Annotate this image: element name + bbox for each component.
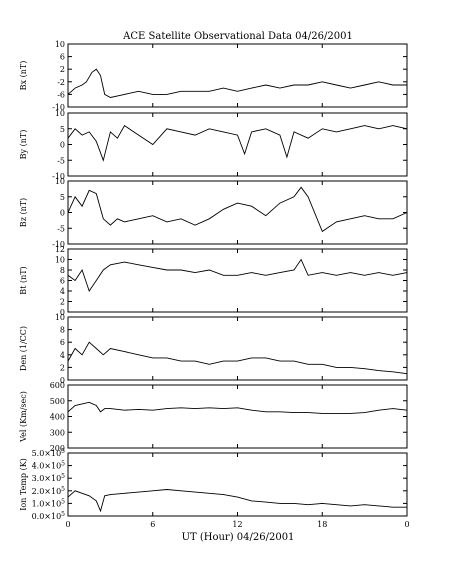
panel-by-frame bbox=[67, 112, 408, 177]
y-tick-label: -10 bbox=[52, 172, 65, 181]
panel-bz: 10 5 0 -5 -10 Bz (nT) bbox=[19, 177, 408, 249]
x-tick-label: 0 bbox=[65, 520, 70, 529]
panel-den-frame bbox=[67, 316, 408, 381]
x-tick-label: 0 bbox=[404, 520, 409, 529]
panel-vel-frame bbox=[67, 384, 408, 449]
y-tick-label: 10 bbox=[55, 177, 65, 186]
y-tick-label: -5 bbox=[57, 224, 65, 233]
y-tick-label: -10 bbox=[52, 240, 65, 249]
y-tick-label: 0 bbox=[60, 376, 65, 385]
y-tick-label: 0 bbox=[60, 209, 65, 218]
y-axis-label-bz: Bz (nT) bbox=[19, 198, 28, 227]
panel-temp-frame bbox=[67, 452, 408, 517]
x-tick-label: 12 bbox=[232, 520, 242, 529]
y-tick-label: 8 bbox=[60, 326, 65, 335]
y-axis-label-by: By (nT) bbox=[19, 130, 28, 160]
y-tick-label: 1.0×105 bbox=[32, 498, 66, 508]
y-tick-label: 4 bbox=[60, 351, 65, 360]
panel-temp: 5.0×105 4.0×105 3.0×105 2.0×105 1.0×105 0.0×1… bbox=[19, 448, 408, 521]
y-tick-label: 2.0×105 bbox=[32, 486, 66, 496]
y-tick-label: 5 bbox=[60, 125, 65, 134]
y-tick-label: 4 bbox=[60, 287, 65, 296]
series-line-bz bbox=[67, 186, 408, 233]
panel-bx-frame bbox=[67, 43, 408, 108]
y-tick-label: 400 bbox=[50, 413, 65, 422]
x-axis-label: UT (Hour) 04/26/2001 bbox=[182, 532, 295, 543]
y-tick-label: -10 bbox=[52, 103, 65, 112]
y-tick-label: 0 bbox=[60, 141, 65, 150]
y-tick-label: 3.0×105 bbox=[32, 473, 66, 483]
y-axis-label-den: Den (1/CC) bbox=[19, 326, 28, 371]
y-tick-label: -2 bbox=[57, 78, 65, 87]
y-tick-label: 10 bbox=[55, 313, 65, 322]
y-tick-label: 0 bbox=[60, 308, 65, 317]
panel-bx: 10 6 2 -2 -6 -10 Bx (nT) bbox=[19, 40, 408, 112]
y-tick-label: 2 bbox=[60, 363, 65, 372]
y-tick-label: 10 bbox=[55, 256, 65, 265]
panel-den: 10 8 6 4 2 0 Den (1/CC) bbox=[19, 313, 408, 385]
y-axis-label-bx: Bx (nT) bbox=[19, 61, 28, 91]
y-tick-label: 5 bbox=[60, 193, 65, 202]
y-tick-label: 12 bbox=[55, 245, 65, 254]
y-tick-label: 300 bbox=[50, 428, 65, 437]
y-tick-label: 600 bbox=[50, 381, 65, 390]
y-tick-label: 200 bbox=[50, 444, 65, 453]
y-tick-label: 10 bbox=[55, 109, 65, 118]
x-tick-labels: 0 6 12 18 0 bbox=[65, 520, 409, 529]
panel-bt-frame bbox=[67, 248, 408, 313]
y-tick-label: 6 bbox=[60, 338, 65, 347]
y-tick-label: 2 bbox=[60, 298, 65, 307]
panel-bt: 12 108 64 20 Bt (nT) bbox=[19, 245, 408, 317]
y-tick-label: -6 bbox=[57, 90, 65, 99]
y-tick-label: -5 bbox=[57, 156, 65, 165]
y-tick-label: 4.0×105 bbox=[32, 461, 66, 471]
x-tick-label: 6 bbox=[150, 520, 155, 529]
x-tick-label: 18 bbox=[317, 520, 327, 529]
series-line-bt bbox=[67, 258, 408, 293]
series-line-bx bbox=[67, 68, 407, 98]
panel-vel: 600 500 400 300 200 Vel (Km/sec) bbox=[19, 381, 408, 453]
series-line-temp bbox=[67, 489, 407, 513]
y-axis-label-bt: Bt (nT) bbox=[19, 266, 28, 294]
series-line-vel bbox=[67, 401, 408, 414]
y-axis-label-temp: Ion Temp (K) bbox=[19, 458, 28, 511]
panel-bz-frame bbox=[67, 180, 408, 245]
panels: 10 6 2 -2 -6 -10 Bx (nT) 10 5 0 -5 -10 By (nT) 10 5 0 -5… bbox=[19, 40, 408, 521]
y-tick-label: 5.0×105 bbox=[32, 448, 66, 458]
y-tick-label: 0.0×105 bbox=[32, 511, 66, 521]
y-axis-label-vel: Vel (Km/sec) bbox=[19, 391, 28, 443]
series-line-den bbox=[67, 341, 408, 375]
y-tick-label: 6 bbox=[60, 277, 65, 286]
y-tick-label: 10 bbox=[55, 40, 65, 49]
y-tick-label: 6 bbox=[60, 53, 65, 62]
y-tick-label: 8 bbox=[60, 266, 65, 275]
chart-title: ACE Satellite Observational Data 04/26/2… bbox=[122, 31, 353, 42]
y-tick-label: 500 bbox=[50, 397, 65, 406]
panel-by: 10 5 0 -5 -10 By (nT) bbox=[19, 109, 408, 181]
y-tick-label: 2 bbox=[60, 65, 65, 74]
series-line-by bbox=[67, 124, 408, 162]
